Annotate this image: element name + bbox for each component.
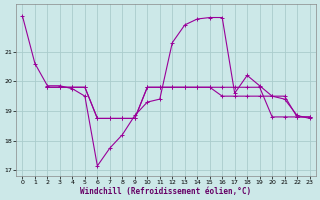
X-axis label: Windchill (Refroidissement éolien,°C): Windchill (Refroidissement éolien,°C): [80, 187, 252, 196]
